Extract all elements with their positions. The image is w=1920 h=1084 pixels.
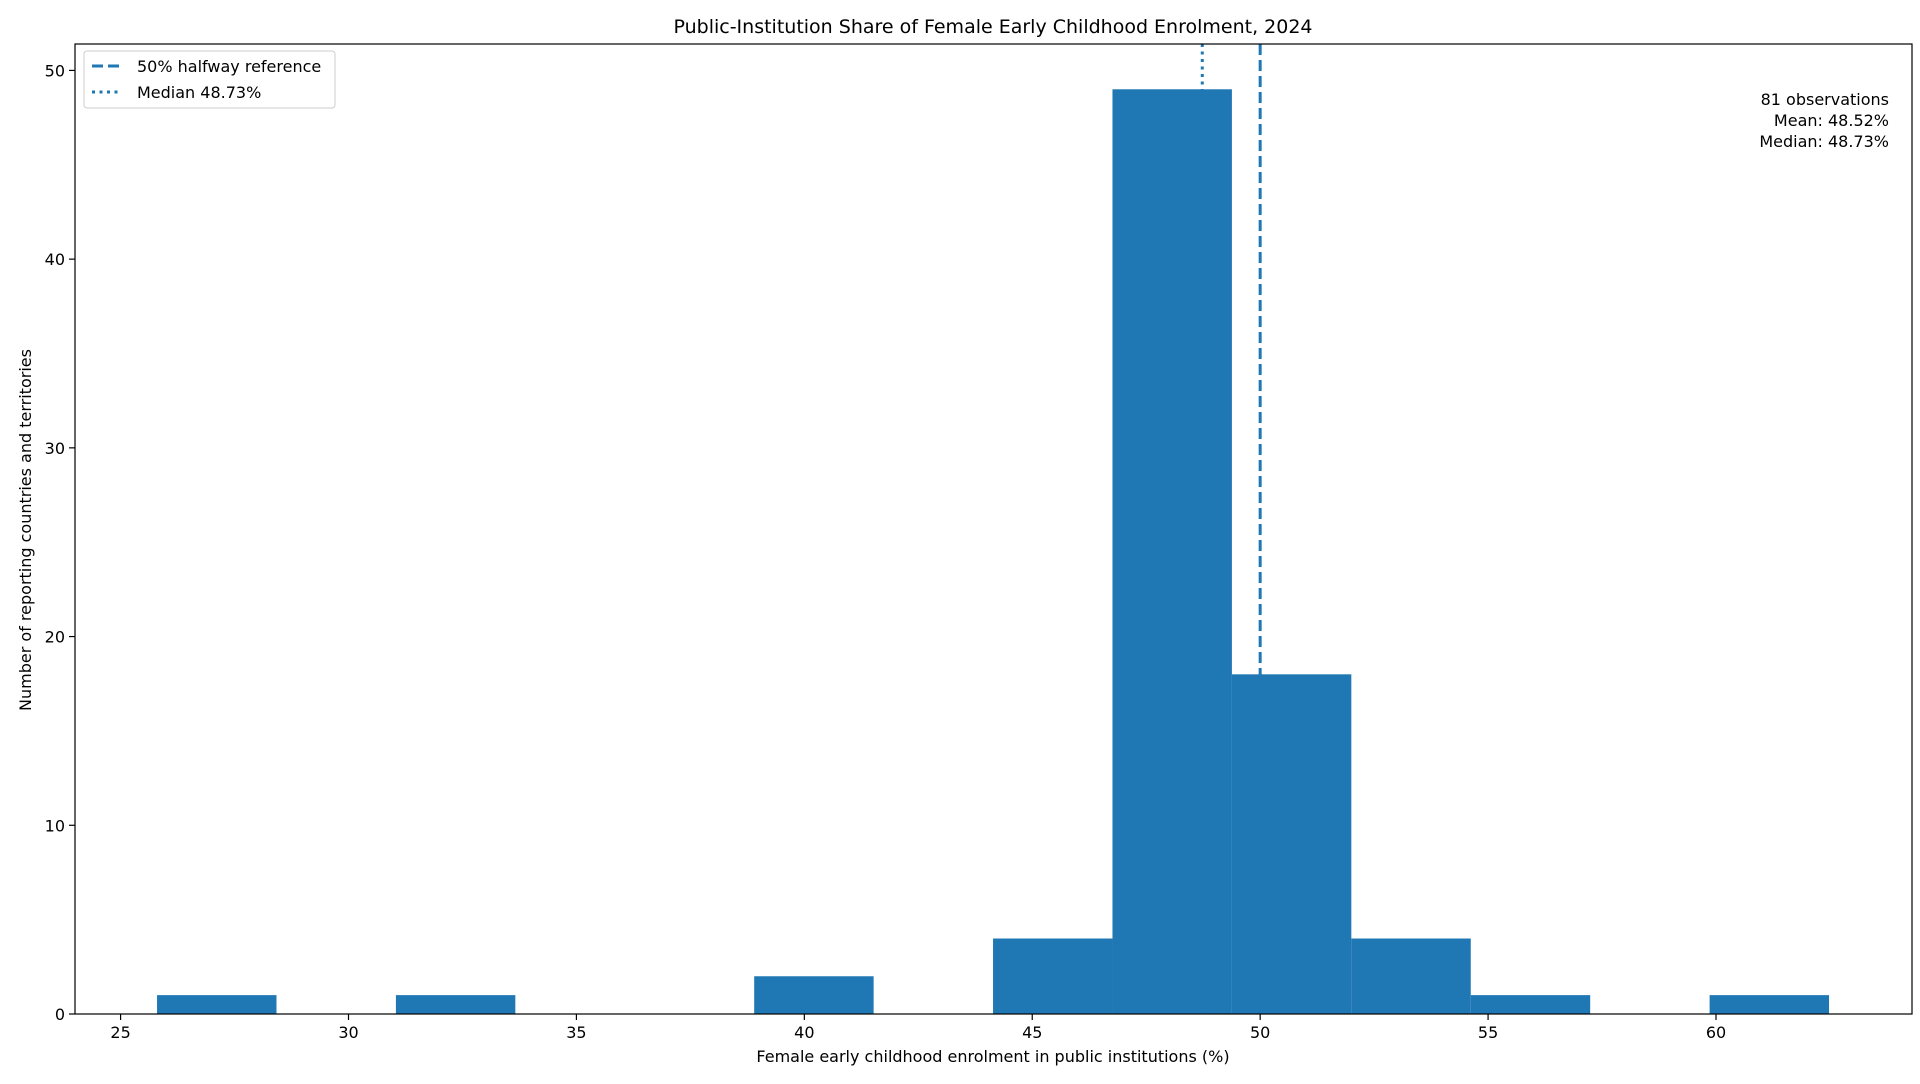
histogram-bar — [157, 995, 277, 1014]
histogram-bar — [395, 995, 516, 1014]
legend: 50% halfway reference Median 48.73% — [83, 50, 336, 109]
histogram-bar — [1112, 89, 1232, 1015]
chart-title: Public-Institution Share of Female Early… — [673, 16, 1312, 38]
stats-annotation: 81 observations Mean: 48.52% Median: 48.73… — [1759, 90, 1889, 151]
histogram-bars — [157, 89, 1830, 1015]
y-tick-label: 20 — [45, 628, 65, 647]
annotation-line: 81 observations — [1761, 90, 1889, 109]
y-axis-label: Number of reporting countries and territ… — [16, 349, 35, 711]
reference-lines — [1200, 44, 1262, 1014]
histogram-bar — [993, 938, 1113, 1014]
y-tick-label: 40 — [45, 250, 65, 269]
y-tick-label: 30 — [45, 439, 65, 458]
x-tick-label: 50 — [1250, 1023, 1270, 1042]
annotation-line: Median: 48.73% — [1759, 132, 1889, 151]
x-tick-label: 40 — [794, 1023, 814, 1042]
x-axis-label: Female early childhood enrolment in publ… — [756, 1047, 1229, 1066]
x-tick-label: 55 — [1478, 1023, 1498, 1042]
legend-entry: 50% halfway reference — [137, 57, 321, 76]
x-tick-label: 35 — [566, 1023, 586, 1042]
y-tick-label: 50 — [45, 61, 65, 80]
x-tick-label: 60 — [1706, 1023, 1726, 1042]
axes: 25 30 35 40 45 50 55 60 0 10 20 30 40 50 — [45, 43, 1913, 1042]
x-tick-label: 45 — [1022, 1023, 1042, 1042]
histogram-bar — [754, 976, 874, 1014]
annotation-line: Mean: 48.52% — [1774, 111, 1889, 130]
histogram-bar — [1470, 995, 1591, 1014]
legend-entry: Median 48.73% — [137, 83, 261, 102]
histogram-bar — [1351, 938, 1471, 1014]
legend-box — [83, 50, 336, 109]
x-tick-label: 25 — [110, 1023, 130, 1042]
y-tick-label: 0 — [55, 1005, 65, 1024]
y-tick-label: 10 — [45, 816, 65, 835]
x-tick-label: 30 — [338, 1023, 358, 1042]
histogram-bar — [1709, 995, 1830, 1014]
histogram-bar — [1231, 674, 1352, 1014]
plot-frame — [74, 43, 1913, 1015]
